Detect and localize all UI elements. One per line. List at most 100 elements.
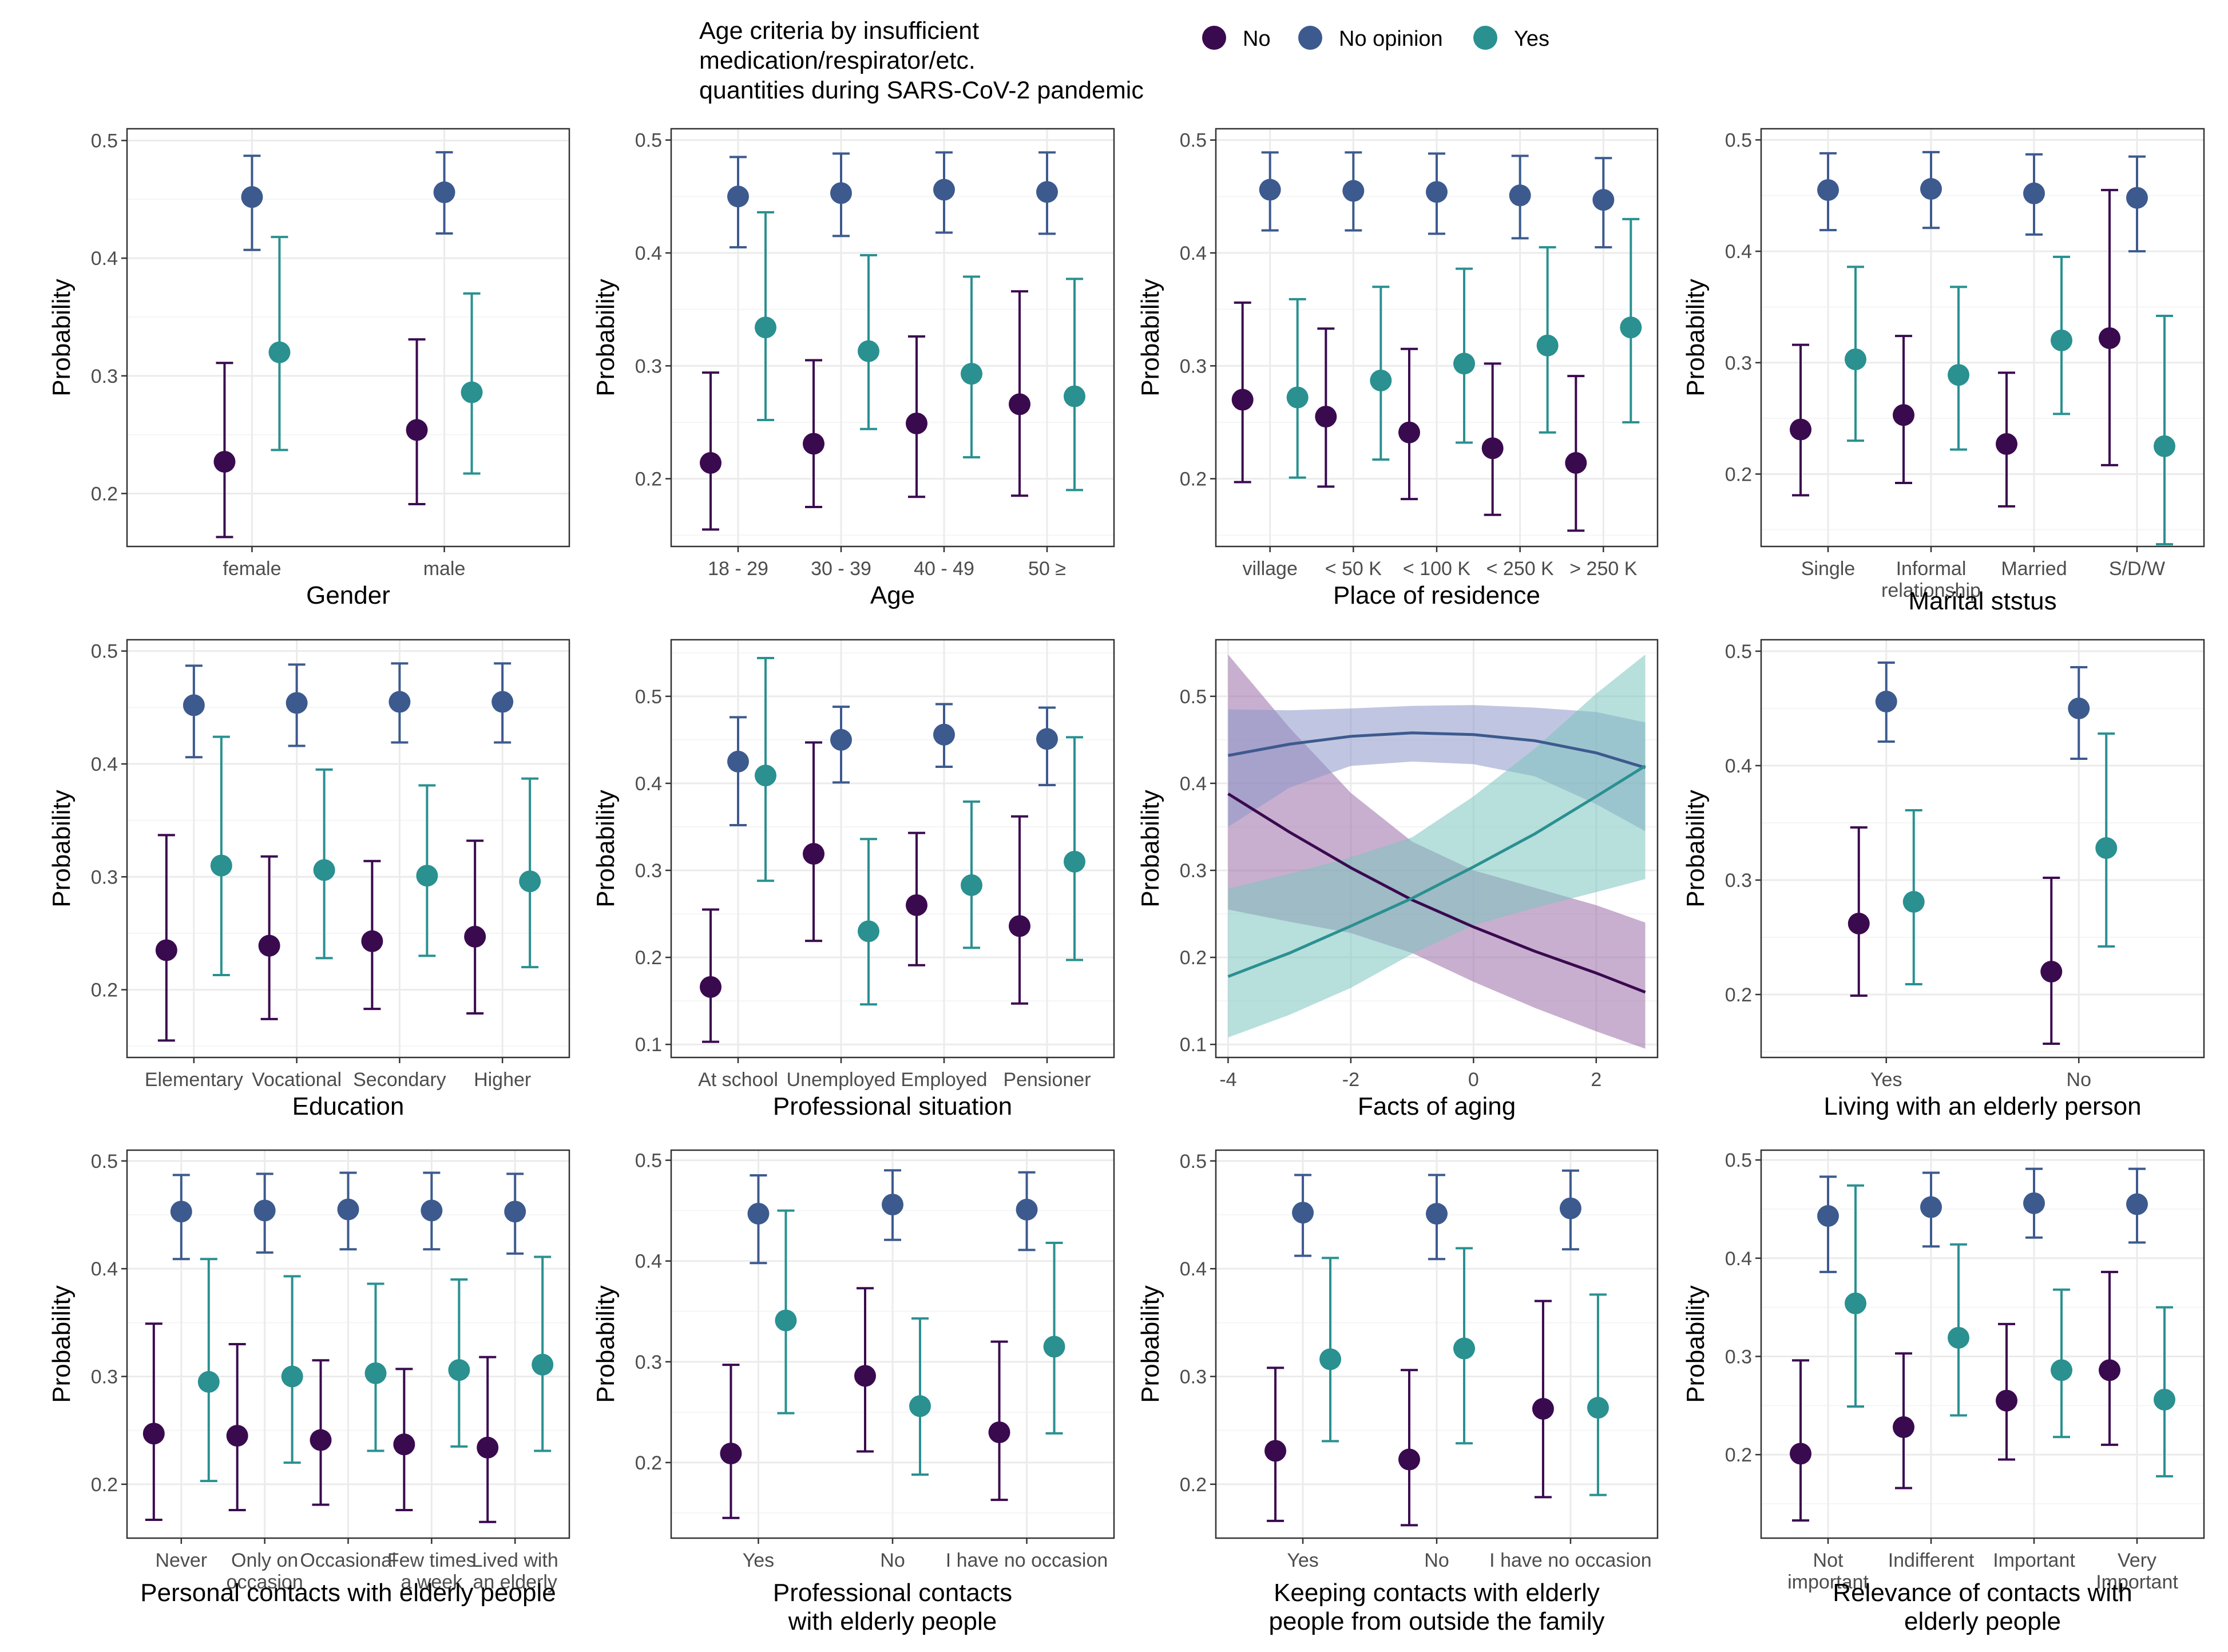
y-tick-label: 0.2 bbox=[635, 1452, 662, 1474]
panel-border bbox=[1215, 639, 1659, 1059]
x-tick-label-important: Important bbox=[1993, 1550, 2075, 1571]
point-no-opinion bbox=[2126, 187, 2148, 209]
x-tick-label-only-on: Only on bbox=[231, 1550, 298, 1571]
chart-panel-11: 0.2 0.3 0.4 0.5 Probability Yes No I have no oc… bbox=[1136, 1149, 1659, 1635]
point-no-opinion bbox=[727, 185, 749, 208]
point-no bbox=[1848, 913, 1870, 934]
y-tick-label: 0.3 bbox=[635, 1352, 662, 1373]
y-tick-label: 0.5 bbox=[1725, 129, 1752, 151]
point-yes bbox=[2051, 1359, 2072, 1381]
y-tick-label: 0.5 bbox=[1725, 641, 1752, 663]
legend-label-no-opinion: No opinion bbox=[1339, 27, 1443, 51]
x-axis-title: Professional contacts bbox=[773, 1579, 1012, 1607]
x-tick-label-very: Very bbox=[2118, 1550, 2156, 1571]
legend-key-no-opinion bbox=[1298, 26, 1322, 50]
legend-label-yes: Yes bbox=[1514, 27, 1549, 51]
point-no bbox=[854, 1365, 876, 1387]
x-axis-title: Relevance of contacts with bbox=[1833, 1579, 2132, 1607]
point-yes bbox=[519, 870, 541, 893]
x-tick-label-yes: Yes bbox=[743, 1550, 774, 1571]
y-tick-label: 0.5 bbox=[1725, 1150, 1752, 1171]
point-no bbox=[1532, 1398, 1554, 1420]
point-no-opinion bbox=[337, 1198, 359, 1221]
x-tick-label-never: Never bbox=[155, 1550, 207, 1571]
x-tick-label-higher: Higher bbox=[474, 1069, 531, 1091]
point-yes bbox=[1948, 1326, 1969, 1349]
confidence-band-no bbox=[1228, 654, 1646, 1049]
legend-label-no: No bbox=[1243, 27, 1271, 51]
point-no-opinion bbox=[1920, 1196, 1942, 1218]
x-tick-label: 2 bbox=[1591, 1069, 1601, 1091]
x-axis-title: Professional situation bbox=[773, 1092, 1012, 1120]
point-no bbox=[310, 1429, 332, 1451]
point-yes bbox=[1536, 334, 1559, 356]
x-tick-label: -2 bbox=[1342, 1069, 1359, 1091]
y-tick-label: 0.3 bbox=[91, 866, 118, 888]
point-yes bbox=[1948, 364, 1969, 386]
x-axis-title: Age bbox=[870, 581, 915, 609]
point-no-opinion bbox=[1259, 179, 1281, 201]
chart-panel-3: 0.2 0.3 0.4 0.5 Probability village < 50 K < 10… bbox=[1136, 128, 1659, 609]
x-tick-label-250-k: > 250 K bbox=[1569, 558, 1637, 580]
chart-panel-6: 0.1 0.2 0.3 0.4 0.5 Probability At school Unemp… bbox=[592, 639, 1115, 1120]
plot-background bbox=[1761, 640, 2204, 1057]
point-no bbox=[2040, 961, 2063, 983]
y-axis-title: Probability bbox=[1136, 1285, 1164, 1403]
panel-border bbox=[1215, 128, 1659, 548]
point-no bbox=[700, 452, 721, 474]
point-yes bbox=[210, 854, 232, 877]
x-tick-label-40-49: 40 - 49 bbox=[914, 558, 974, 580]
panel-border bbox=[670, 639, 1115, 1059]
y-tick-label: 0.4 bbox=[1725, 1248, 1752, 1270]
point-yes bbox=[364, 1362, 387, 1384]
x-tick-label-relationship: relationship bbox=[1881, 580, 1981, 601]
point-no bbox=[1790, 418, 1811, 441]
x-tick-label: 0 bbox=[1468, 1069, 1479, 1091]
y-axis-title: Probability bbox=[47, 790, 76, 907]
y-tick-label: 0.3 bbox=[635, 355, 662, 377]
point-no-opinion bbox=[2068, 698, 2090, 719]
point-no-opinion bbox=[1920, 178, 1942, 200]
point-yes bbox=[2154, 435, 2175, 457]
x-axis-title: Gender bbox=[306, 581, 390, 609]
x-tick-label-yes: Yes bbox=[1287, 1550, 1318, 1571]
y-axis-title: Probability bbox=[592, 1285, 620, 1403]
y-axis-title: Probability bbox=[47, 279, 76, 396]
point-yes bbox=[2154, 1388, 2175, 1411]
x-tick-label-s-d-w: S/D/W bbox=[2109, 558, 2165, 580]
point-no bbox=[803, 843, 824, 865]
point-no-opinion bbox=[1875, 691, 1897, 712]
point-yes bbox=[961, 363, 982, 385]
point-no bbox=[2099, 1359, 2120, 1381]
y-tick-label: 0.2 bbox=[91, 980, 118, 1001]
y-tick-label: 0.2 bbox=[1725, 1444, 1752, 1466]
x-tick-label-informal: Informal bbox=[1896, 558, 1967, 580]
x-tick-label-employed: Employed bbox=[901, 1069, 987, 1091]
y-tick-label: 0.2 bbox=[635, 947, 662, 969]
x-axis-title: with elderly people bbox=[788, 1607, 997, 1635]
x-tick-label-few-times: Few times bbox=[387, 1550, 476, 1571]
point-no-opinion bbox=[491, 691, 514, 713]
point-no-opinion bbox=[1817, 179, 1839, 201]
y-axis-title: Probability bbox=[592, 790, 620, 907]
legend-key-yes bbox=[1473, 26, 1497, 50]
x-axis-title: people from outside the family bbox=[1269, 1607, 1605, 1635]
point-yes bbox=[2095, 837, 2118, 859]
y-tick-label: 0.5 bbox=[635, 686, 662, 708]
x-tick-label-single: Single bbox=[1801, 558, 1856, 580]
point-no-opinion bbox=[1509, 184, 1531, 207]
y-tick-label: 0.3 bbox=[1725, 352, 1752, 374]
y-tick-label: 0.2 bbox=[1180, 1474, 1207, 1496]
y-tick-label: 0.3 bbox=[1180, 1366, 1207, 1388]
point-yes bbox=[755, 764, 776, 787]
point-no-opinion bbox=[433, 181, 455, 204]
y-tick-label: 0.2 bbox=[1725, 984, 1752, 1006]
y-tick-label: 0.4 bbox=[635, 243, 662, 264]
x-tick-label-male: male bbox=[423, 558, 466, 580]
point-no bbox=[213, 450, 236, 473]
point-yes bbox=[448, 1359, 470, 1381]
y-tick-label: 0.4 bbox=[91, 1258, 118, 1280]
x-tick-label-an-elderly: an elderly bbox=[473, 1571, 557, 1593]
x-axis-title: Facts of aging bbox=[1358, 1092, 1516, 1120]
